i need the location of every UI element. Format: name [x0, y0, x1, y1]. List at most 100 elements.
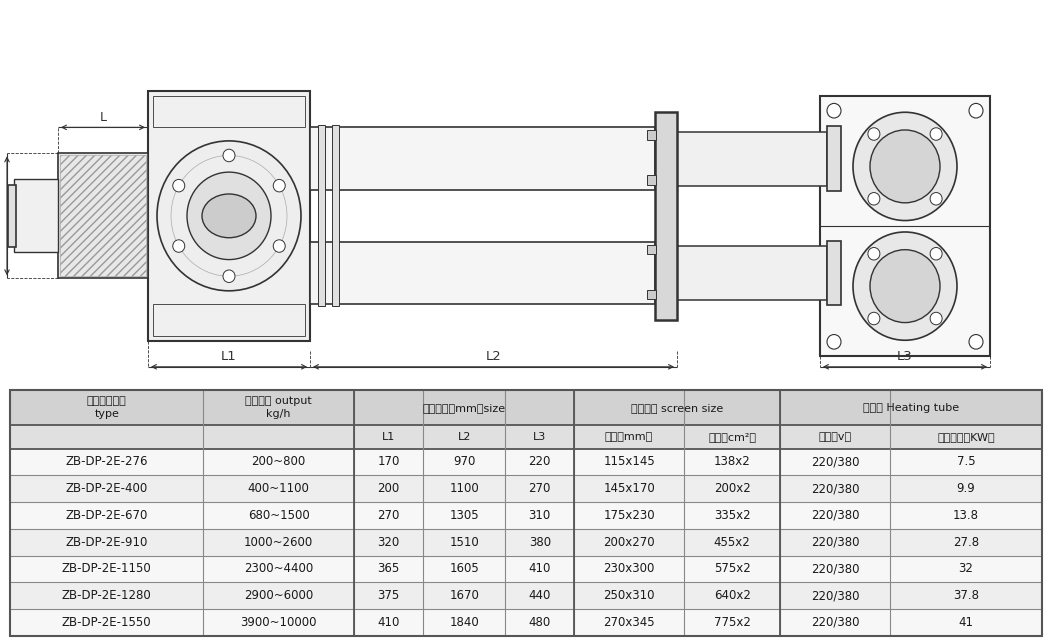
- Bar: [11, 390, 1041, 425]
- Text: 滤网尺寸 screen size: 滤网尺寸 screen size: [631, 403, 724, 413]
- Circle shape: [868, 247, 879, 260]
- Text: ZB-DP-2E-1550: ZB-DP-2E-1550: [62, 616, 151, 629]
- Text: 1670: 1670: [449, 589, 479, 602]
- Text: 270: 270: [378, 509, 400, 522]
- Bar: [11, 425, 1041, 449]
- Text: 375: 375: [378, 589, 400, 602]
- Text: 面积（cm²）: 面积（cm²）: [708, 432, 756, 442]
- Text: 115x145: 115x145: [603, 455, 655, 469]
- Text: 310: 310: [528, 509, 551, 522]
- Bar: [827, 126, 841, 191]
- Circle shape: [930, 312, 943, 325]
- Circle shape: [187, 172, 271, 259]
- Text: 3900~10000: 3900~10000: [240, 616, 317, 629]
- Text: 200x2: 200x2: [714, 482, 750, 495]
- Text: 220/380: 220/380: [811, 562, 859, 575]
- Bar: [11, 609, 1041, 636]
- Bar: [11, 582, 1041, 609]
- Circle shape: [930, 247, 943, 260]
- Text: ZB-DP-2E-910: ZB-DP-2E-910: [65, 535, 148, 549]
- Text: 加热功率（KW）: 加热功率（KW）: [937, 432, 995, 442]
- Text: 365: 365: [378, 562, 400, 575]
- Circle shape: [969, 103, 983, 118]
- Text: 440: 440: [528, 589, 551, 602]
- Text: 加热器 Heating tube: 加热器 Heating tube: [863, 403, 959, 413]
- Text: 138x2: 138x2: [714, 455, 750, 469]
- Text: 200~800: 200~800: [251, 455, 306, 469]
- Text: 320: 320: [378, 535, 400, 549]
- Circle shape: [827, 334, 841, 349]
- Text: 400~1100: 400~1100: [247, 482, 309, 495]
- Circle shape: [173, 240, 185, 252]
- Circle shape: [274, 240, 285, 252]
- Text: 37.8: 37.8: [953, 589, 979, 602]
- Text: 680~1500: 680~1500: [247, 509, 309, 522]
- Text: 640x2: 640x2: [713, 589, 751, 602]
- Circle shape: [157, 141, 301, 291]
- Bar: [11, 449, 1041, 475]
- Text: 200x270: 200x270: [603, 535, 655, 549]
- Circle shape: [868, 312, 879, 325]
- Text: 200: 200: [378, 482, 400, 495]
- Text: 9.9: 9.9: [956, 482, 975, 495]
- Bar: [677, 132, 827, 186]
- Text: 410: 410: [528, 562, 551, 575]
- Text: 410: 410: [378, 616, 400, 629]
- Text: 220/380: 220/380: [811, 482, 859, 495]
- Ellipse shape: [202, 194, 256, 238]
- Text: 575x2: 575x2: [714, 562, 750, 575]
- Text: 13.8: 13.8: [953, 509, 979, 522]
- Bar: [318, 125, 325, 306]
- Circle shape: [274, 179, 285, 192]
- Text: L2: L2: [458, 432, 471, 442]
- Text: L: L: [100, 111, 106, 125]
- Text: W: W: [0, 210, 4, 221]
- Text: 220/380: 220/380: [811, 535, 859, 549]
- Text: 270: 270: [528, 482, 551, 495]
- Text: 175x230: 175x230: [603, 509, 655, 522]
- Bar: [647, 175, 656, 185]
- Text: 220/380: 220/380: [811, 616, 859, 629]
- Text: 轮廓尺寸（mm）size: 轮廓尺寸（mm）size: [423, 403, 506, 413]
- Text: 1305: 1305: [449, 509, 479, 522]
- Text: 775x2: 775x2: [713, 616, 751, 629]
- Text: 220/380: 220/380: [811, 455, 859, 469]
- Text: 2300~4400: 2300~4400: [244, 562, 313, 575]
- Text: 1605: 1605: [449, 562, 479, 575]
- Circle shape: [868, 193, 879, 205]
- Text: 230x300: 230x300: [604, 562, 654, 575]
- Text: 2900~6000: 2900~6000: [244, 589, 313, 602]
- Text: 产品规格型号
type: 产品规格型号 type: [87, 396, 126, 419]
- Text: ZB-DP-2E-276: ZB-DP-2E-276: [65, 455, 148, 469]
- Circle shape: [930, 128, 943, 140]
- Circle shape: [827, 103, 841, 118]
- Bar: [655, 112, 677, 320]
- Bar: [60, 155, 146, 276]
- Bar: [11, 555, 1041, 582]
- Bar: [11, 529, 1041, 555]
- Text: 145x170: 145x170: [603, 482, 655, 495]
- Text: L1: L1: [221, 350, 237, 363]
- Text: 适用产量 output
kg/h: 适用产量 output kg/h: [245, 396, 312, 419]
- Text: 直径（mm）: 直径（mm）: [605, 432, 653, 442]
- Text: 170: 170: [378, 455, 400, 469]
- Text: 220: 220: [528, 455, 551, 469]
- Text: 970: 970: [453, 455, 476, 469]
- Bar: [58, 153, 148, 279]
- Text: 1100: 1100: [449, 482, 479, 495]
- Text: 1510: 1510: [449, 535, 479, 549]
- Bar: [647, 245, 656, 254]
- Circle shape: [870, 250, 940, 322]
- Bar: [820, 96, 990, 356]
- Circle shape: [853, 112, 957, 221]
- Text: 27.8: 27.8: [953, 535, 979, 549]
- Text: 1000~2600: 1000~2600: [244, 535, 313, 549]
- Circle shape: [223, 149, 235, 162]
- Text: 270x345: 270x345: [603, 616, 655, 629]
- Text: L1: L1: [382, 432, 396, 442]
- Bar: [310, 127, 655, 190]
- Bar: [153, 96, 305, 127]
- Text: 32: 32: [958, 562, 973, 575]
- Bar: [11, 475, 1041, 502]
- Bar: [153, 304, 305, 336]
